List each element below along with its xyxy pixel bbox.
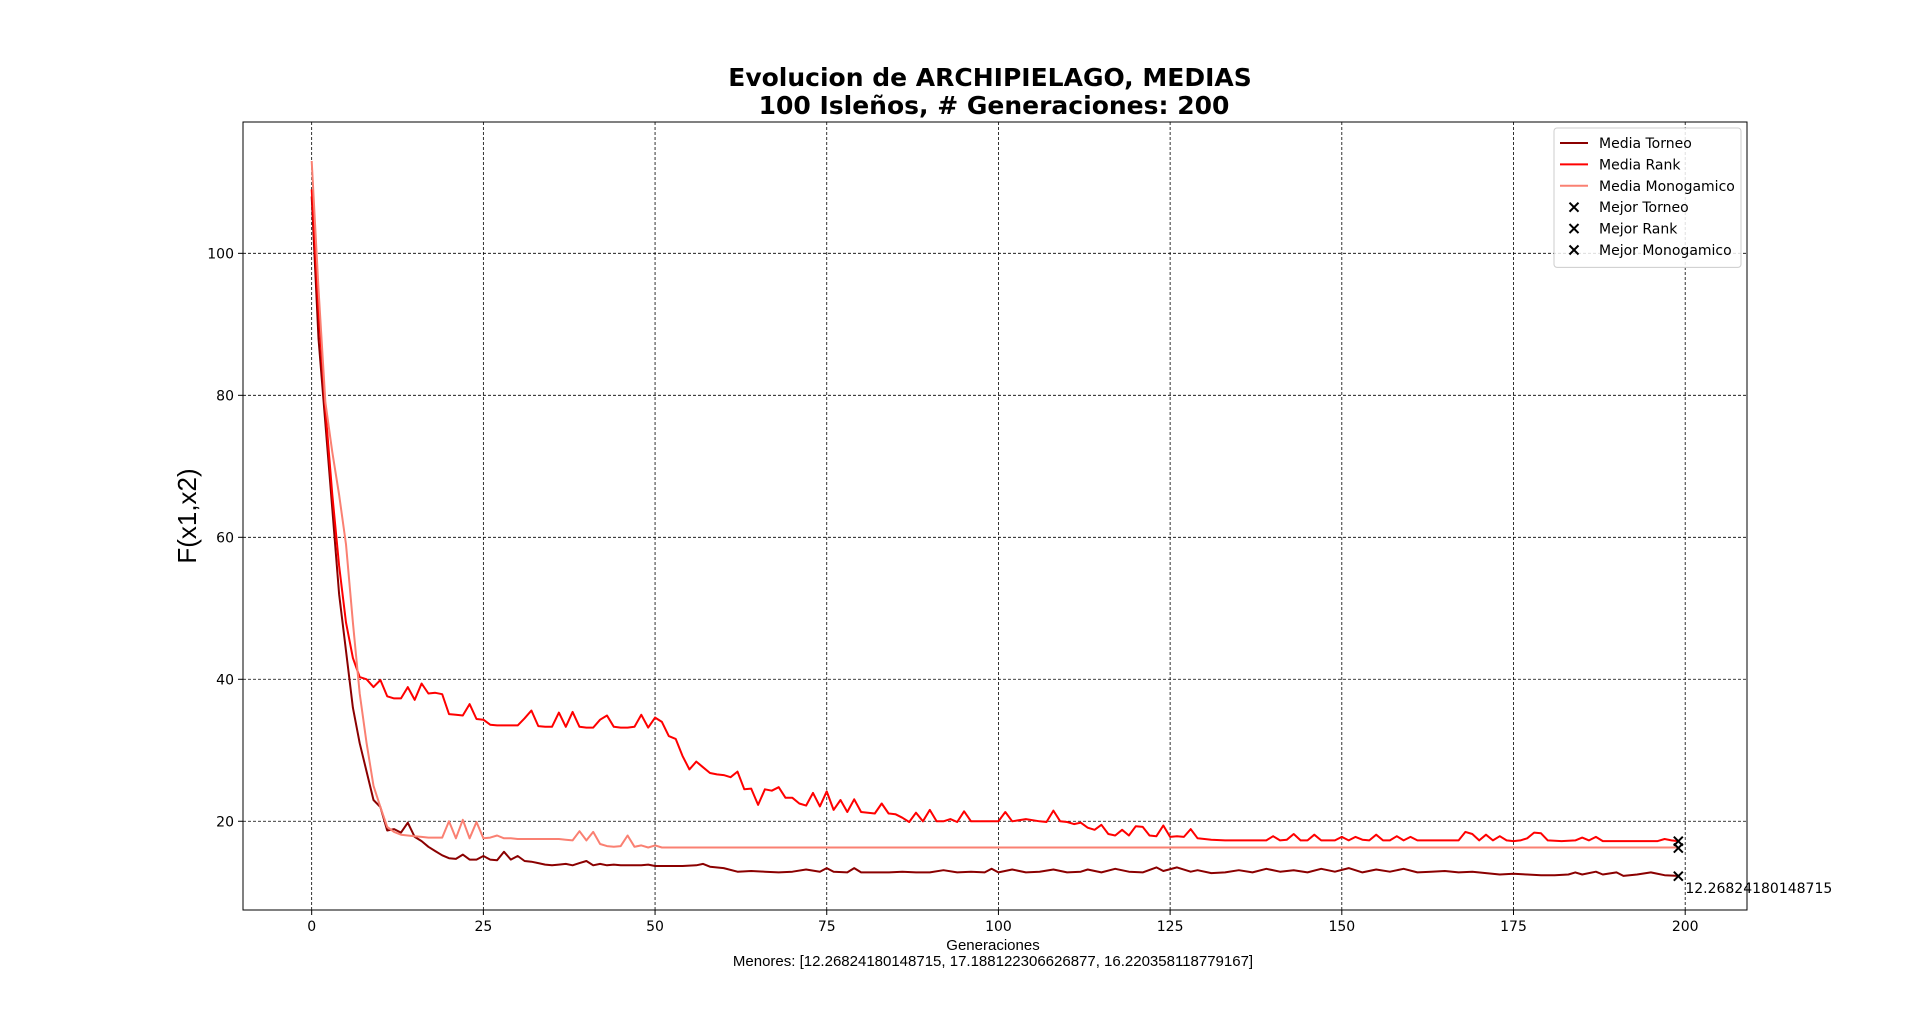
legend-label-media-torneo: Media Torneo bbox=[1599, 136, 1692, 152]
y-axis-label: F(x1,x2) bbox=[172, 468, 202, 563]
series-line-media-monogamico bbox=[310, 160, 1679, 849]
legend-label-mejor-torneo: Mejor Torneo bbox=[1599, 200, 1689, 216]
plot-area bbox=[242, 121, 1748, 911]
legend-entry-media-rank: Media Rank bbox=[1560, 157, 1681, 173]
x-tick-label: 100 bbox=[985, 919, 1012, 935]
legend-entry-media-torneo: Media Torneo bbox=[1560, 136, 1692, 152]
chart-title-line-2: 100 Isleños, # Generaciones: 200 bbox=[759, 91, 1230, 120]
y-tick-label: 80 bbox=[216, 388, 234, 404]
series-line-media-torneo bbox=[310, 196, 1679, 877]
legend-entry-mejor-rank: Mejor Rank bbox=[1568, 222, 1678, 238]
legend-label-mejor-rank: Mejor Rank bbox=[1599, 222, 1678, 238]
y-tick-label: 40 bbox=[216, 672, 234, 688]
annotation-best-value: 12.26824180148715 bbox=[1685, 881, 1832, 897]
legend-marker-mejor-rank bbox=[1568, 223, 1580, 234]
x-tick-label: 200 bbox=[1672, 919, 1699, 935]
legend: Media Torneo Media Rank Media Monogamico Me… bbox=[1553, 127, 1742, 268]
series-line-media-rank bbox=[310, 189, 1679, 843]
footer-menores: Menores: [12.26824180148715, 17.18812230… bbox=[733, 953, 1253, 970]
chart-title-line-1: Evolucion de ARCHIPIELAGO, MEDIAS bbox=[728, 63, 1251, 92]
y-tick-label: 20 bbox=[216, 814, 234, 830]
legend-box bbox=[1553, 127, 1742, 268]
legend-label-media-monogamico: Media Monogamico bbox=[1599, 179, 1735, 195]
series-layer bbox=[310, 160, 1684, 882]
x-tick-label: 150 bbox=[1328, 919, 1355, 935]
legend-marker-mejor-torneo bbox=[1568, 201, 1580, 213]
ticks: 0 25 50 75 100 125 150 175 200 20 40 60 80 100 bbox=[207, 246, 1698, 935]
point-mejor-torneo bbox=[1673, 870, 1684, 882]
legend-label-mejor-monogamico: Mejor Monogamico bbox=[1599, 243, 1732, 259]
x-tick-label: 0 bbox=[307, 919, 316, 935]
legend-entry-media-monogamico: Media Monogamico bbox=[1560, 179, 1735, 195]
x-tick-label: 125 bbox=[1157, 919, 1184, 935]
legend-marker-mejor-monogamico bbox=[1568, 244, 1580, 256]
legend-entry-mejor-monogamico: Mejor Monogamico bbox=[1568, 243, 1732, 259]
grid bbox=[243, 122, 1747, 910]
point-mejor-monogamico bbox=[1673, 842, 1684, 854]
legend-label-media-rank: Media Rank bbox=[1599, 157, 1681, 173]
legend-entry-mejor-torneo: Mejor Torneo bbox=[1568, 200, 1689, 216]
x-tick-label: 50 bbox=[646, 919, 664, 935]
x-tick-label: 75 bbox=[818, 919, 836, 935]
x-tick-label: 175 bbox=[1500, 919, 1527, 935]
x-axis-label: Generaciones bbox=[946, 937, 1039, 954]
x-tick-label: 25 bbox=[474, 919, 492, 935]
y-tick-label: 100 bbox=[207, 246, 234, 262]
y-tick-label: 60 bbox=[216, 530, 234, 546]
